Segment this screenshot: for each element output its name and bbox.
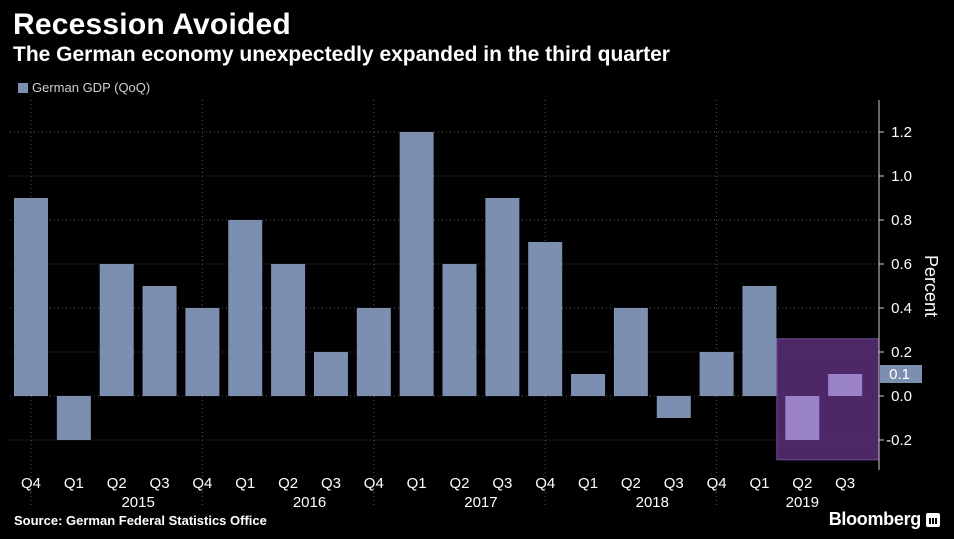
y-tick-label: 1.2 xyxy=(891,124,912,141)
x-tick-label: Q1 xyxy=(64,475,84,492)
x-tick-label: Q1 xyxy=(749,475,769,492)
bar xyxy=(142,286,177,396)
x-tick-label: Q4 xyxy=(21,475,41,492)
y-tick-label: 0.2 xyxy=(891,344,912,361)
legend-swatch xyxy=(18,82,28,93)
bar xyxy=(185,308,220,396)
x-tick-label: Q2 xyxy=(449,475,469,492)
y-tick-label: 1.0 xyxy=(891,168,912,185)
x-tick-label: Q2 xyxy=(107,475,127,492)
brand-name: Bloomberg xyxy=(828,509,922,529)
bar xyxy=(313,352,348,396)
x-tick-label: Q2 xyxy=(278,475,298,492)
x-tick-label: Q1 xyxy=(578,475,598,492)
bar xyxy=(399,132,434,396)
bar xyxy=(99,264,134,396)
x-year-label: 2019 xyxy=(786,494,819,511)
bar xyxy=(828,374,863,396)
y-tick-label: 0.8 xyxy=(891,212,912,229)
chart-title: Recession Avoided xyxy=(13,8,291,41)
y-tick-label: 0.0 xyxy=(891,388,912,405)
x-tick-label: Q2 xyxy=(792,475,812,492)
bar xyxy=(228,220,263,396)
x-tick-label: Q2 xyxy=(621,475,641,492)
bloomberg-logo: Bloomberg xyxy=(829,509,940,530)
x-tick-label: Q4 xyxy=(535,475,555,492)
bar xyxy=(356,308,391,396)
x-tick-label: Q3 xyxy=(150,475,170,492)
x-tick-label: Q1 xyxy=(235,475,255,492)
x-year-label: 2015 xyxy=(121,494,154,511)
bar xyxy=(442,264,477,396)
bar xyxy=(14,198,48,396)
legend-label: German GDP (QoQ) xyxy=(32,80,151,95)
x-tick-label: Q4 xyxy=(364,475,384,492)
x-tick-label: Q4 xyxy=(707,475,727,492)
x-tick-label: Q3 xyxy=(835,475,855,492)
y-tick-label: 0.4 xyxy=(891,300,912,317)
bar xyxy=(528,242,563,396)
bar xyxy=(656,396,691,418)
x-tick-label: Q4 xyxy=(192,475,212,492)
x-tick-label: Q3 xyxy=(321,475,341,492)
bar xyxy=(742,286,777,396)
source-note: Source: German Federal Statistics Office xyxy=(14,513,267,528)
last-value-label: 0.1 xyxy=(889,366,910,383)
x-year-label: 2017 xyxy=(464,494,497,511)
legend: German GDP (QoQ) xyxy=(18,80,150,95)
y-axis-title: Percent xyxy=(921,255,941,317)
x-year-label: 2018 xyxy=(636,494,669,511)
x-tick-label: Q3 xyxy=(664,475,684,492)
bar xyxy=(699,352,734,396)
x-year-label: 2016 xyxy=(293,494,326,511)
y-tick-label: -0.2 xyxy=(886,432,912,449)
bar xyxy=(485,198,520,396)
bar xyxy=(785,396,820,440)
last-value-tag xyxy=(880,365,922,383)
y-tick-label: 0.6 xyxy=(891,256,912,273)
bar xyxy=(271,264,306,396)
x-tick-label: Q1 xyxy=(407,475,427,492)
bar-chart-icon xyxy=(926,512,940,527)
bar xyxy=(613,308,648,396)
bar xyxy=(56,396,91,440)
chart-subtitle: The German economy unexpectedly expanded… xyxy=(13,43,670,66)
x-tick-label: Q3 xyxy=(492,475,512,492)
bar xyxy=(571,374,606,396)
